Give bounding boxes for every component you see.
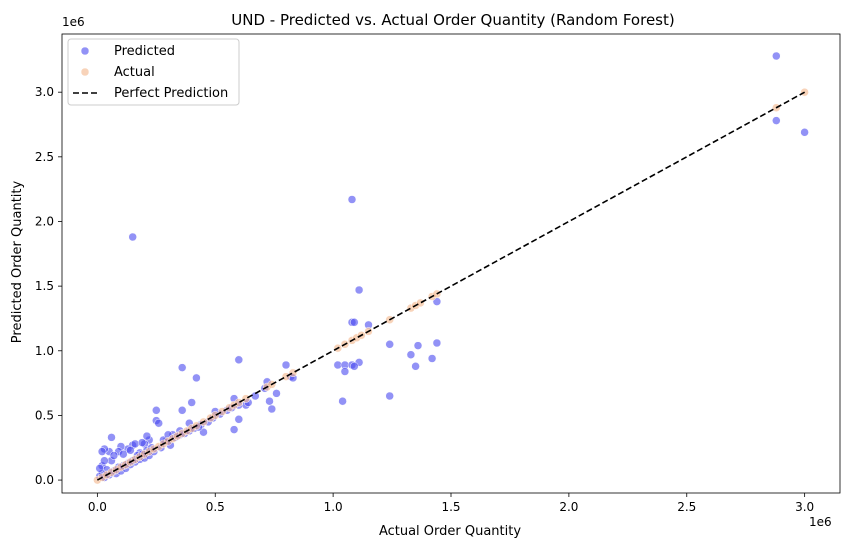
point-predicted-24 <box>177 363 187 372</box>
point-predicted-10 <box>432 338 442 348</box>
point-predicted-108 <box>126 446 135 455</box>
point-predicted-33 <box>267 404 277 414</box>
point-predicted-27 <box>281 360 291 370</box>
point-predicted-5 <box>354 285 364 295</box>
point-predicted-13 <box>411 362 420 371</box>
y-tick-label: 2.0 <box>35 214 54 228</box>
point-predicted-0 <box>128 232 137 242</box>
x-tick-label: 2.5 <box>677 500 696 514</box>
point-predicted-106 <box>109 451 119 460</box>
point-actual-24 <box>210 411 220 420</box>
point-predicted-15 <box>385 340 394 349</box>
legend-box <box>67 38 240 106</box>
y-tick-label: 0.0 <box>35 473 54 487</box>
point-predicted-110 <box>137 438 147 447</box>
point-actual-33 <box>288 368 298 378</box>
point-actual-29 <box>241 394 251 403</box>
y-offset-label: 1e6 <box>62 15 85 29</box>
plot-area <box>93 51 809 485</box>
chart-title: UND - Predicted vs. Actual Order Quantit… <box>231 11 674 29</box>
point-predicted-48 <box>152 406 161 415</box>
point-predicted-104 <box>95 464 104 473</box>
x-tick-label: 0.5 <box>206 500 225 514</box>
x-offset-label: 1e6 <box>809 515 832 529</box>
point-predicted-16 <box>385 391 394 401</box>
point-predicted-14 <box>427 354 437 363</box>
point-predicted-25 <box>234 355 244 365</box>
point-predicted-4 <box>800 128 809 137</box>
point-predicted-37 <box>229 425 239 434</box>
point-actual-32 <box>281 372 291 381</box>
point-predicted-105 <box>100 456 109 465</box>
x-tick-label: 3.0 <box>795 500 814 514</box>
axes: 0.0 0.5 1.0 1.5 2.0 2.5 3.0 0.0 0.5 1.0 1.5 2.0 2.5 3… <box>35 33 841 514</box>
legend-marker-actual <box>80 67 90 77</box>
point-predicted-38 <box>234 415 244 424</box>
point-predicted-2 <box>772 51 781 61</box>
point-predicted-26 <box>192 373 201 383</box>
point-predicted-107 <box>119 449 128 459</box>
legend-marker-predicted <box>80 46 90 56</box>
point-predicted-22 <box>350 362 359 371</box>
point-predicted-17 <box>338 396 347 406</box>
series-predicted <box>95 51 809 482</box>
point-predicted-44 <box>177 406 187 415</box>
legend-label-predicted: Predicted <box>114 44 175 59</box>
point-predicted-23 <box>340 367 350 376</box>
point-predicted-32 <box>265 396 274 406</box>
x-tick-label: 0.0 <box>88 500 107 514</box>
legend-label-actual: Actual <box>114 65 155 80</box>
point-predicted-58 <box>107 433 116 442</box>
y-axis-title: Predicted Order Quantity <box>10 180 25 343</box>
point-predicted-111 <box>142 431 152 441</box>
point-predicted-61 <box>97 447 107 456</box>
point-predicted-11 <box>406 350 416 359</box>
point-actual-25 <box>218 407 227 416</box>
point-predicted-1 <box>347 195 357 204</box>
point-predicted-109 <box>130 439 140 449</box>
point-predicted-42 <box>187 398 196 407</box>
perfect-prediction-line <box>96 91 806 481</box>
y-tick-label: 1.5 <box>35 279 54 293</box>
x-tick-label: 1.0 <box>324 500 343 514</box>
y-tick-label: 2.5 <box>35 150 54 164</box>
point-predicted-3 <box>772 116 781 125</box>
point-predicted-12 <box>413 341 423 350</box>
y-tick-label: 1.0 <box>35 344 54 358</box>
point-predicted-50 <box>154 418 163 428</box>
legend: Predicted Actual Perfect Prediction <box>67 38 240 106</box>
legend-label-perfect-prediction: Perfect Prediction <box>114 86 228 101</box>
y-tick-label: 0.5 <box>35 408 54 422</box>
point-predicted-19 <box>333 360 343 370</box>
x-axis-title: Actual Order Quantity <box>379 524 521 539</box>
point-actual-28 <box>234 398 244 407</box>
series-actual <box>93 87 809 485</box>
x-tick-label: 1.5 <box>441 500 460 514</box>
y-tick-label: 3.0 <box>35 85 54 99</box>
x-tick-label: 2.0 <box>559 500 578 514</box>
point-actual-43 <box>416 298 425 308</box>
point-predicted-34 <box>272 389 281 398</box>
point-predicted-7 <box>350 318 359 327</box>
